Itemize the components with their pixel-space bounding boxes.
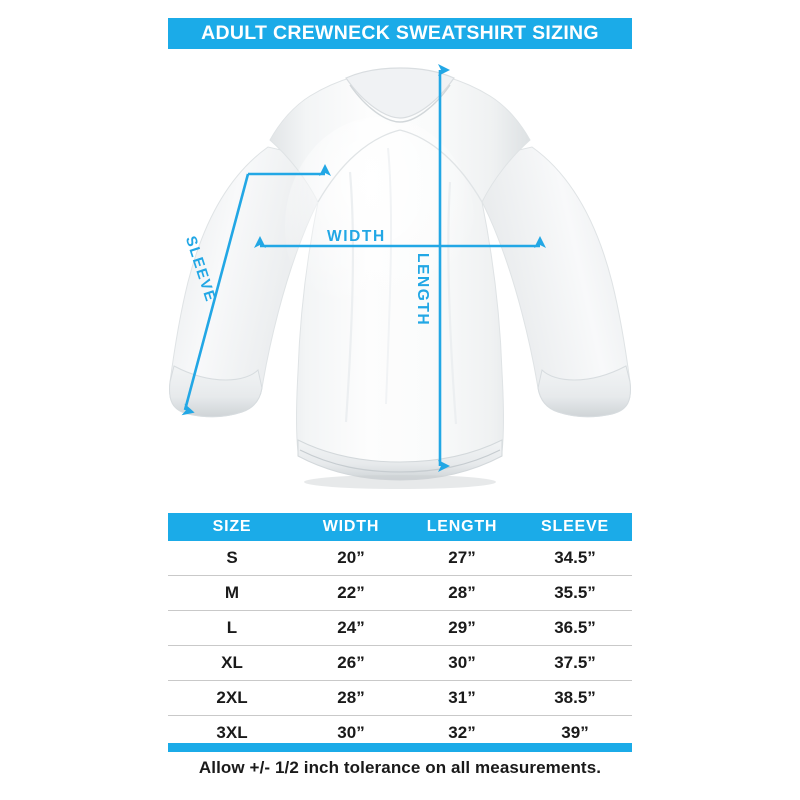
table-row: XL 26” 30” 37.5”	[168, 645, 632, 681]
sweatshirt-illustration	[169, 67, 631, 489]
table-row: L 24” 29” 36.5”	[168, 610, 632, 646]
column-header-size: SIZE	[168, 513, 296, 541]
cell-width: 24”	[296, 610, 406, 646]
cell-size: L	[168, 610, 296, 646]
measurement-arrows	[181, 64, 546, 472]
cell-sleeve: 37.5”	[518, 645, 632, 681]
cell-sleeve: 35.5”	[518, 575, 632, 611]
cell-size: XL	[168, 645, 296, 681]
cell-size: 2XL	[168, 680, 296, 716]
table-bottom-bar	[168, 743, 632, 752]
cell-width: 26”	[296, 645, 406, 681]
cell-sleeve: 36.5”	[518, 610, 632, 646]
page-title: ADULT CREWNECK SWEATSHIRT SIZING	[201, 22, 599, 44]
tolerance-footnote: Allow +/- 1/2 inch tolerance on all meas…	[198, 758, 602, 777]
cell-length: 32”	[448, 723, 476, 742]
cell-sleeve: 38.5”	[518, 680, 632, 716]
table-row: S 20” 27” 34.5”	[168, 541, 632, 576]
cell-length: 28”	[406, 575, 518, 611]
column-header-width: WIDTH	[296, 513, 406, 541]
cell-width: 28”	[296, 680, 406, 716]
table-row: M 22” 28” 35.5”	[168, 575, 632, 611]
cell-width: 20”	[296, 541, 406, 576]
cell-width: 22”	[296, 575, 406, 611]
cell-length: 29”	[406, 610, 518, 646]
cell-sleeve: 34.5”	[518, 541, 632, 576]
cell-size: M	[168, 575, 296, 611]
garment-diagram	[150, 52, 650, 492]
chart-title-banner: ADULT CREWNECK SWEATSHIRT SIZING	[168, 18, 632, 49]
cell-width: 30”	[337, 723, 365, 742]
cell-length: 30”	[406, 645, 518, 681]
table-header-row: SIZE WIDTH LENGTH SLEEVE	[168, 513, 632, 541]
table-row: 3XL 30” 32” 39”	[168, 716, 632, 751]
column-header-length: LENGTH	[406, 513, 518, 541]
size-table: SIZE WIDTH LENGTH SLEEVE S 20” 27” 34.5”…	[168, 513, 632, 750]
cell-size: S	[168, 541, 296, 576]
cell-length: 31”	[406, 680, 518, 716]
cell-length: 27”	[406, 541, 518, 576]
table-row: 2XL 28” 31” 38.5”	[168, 680, 632, 716]
column-header-sleeve: SLEEVE	[518, 513, 632, 541]
cell-size: 3XL	[216, 723, 248, 742]
cell-sleeve: 39”	[561, 723, 589, 742]
